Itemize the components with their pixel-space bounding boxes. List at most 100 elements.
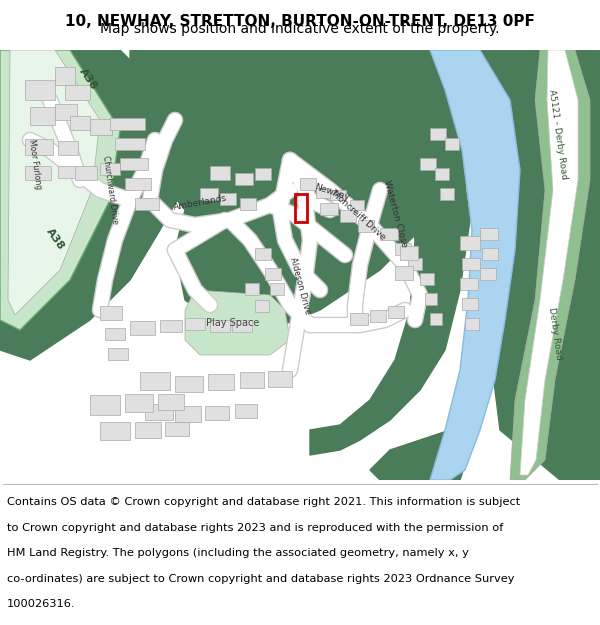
Polygon shape <box>185 290 290 355</box>
Bar <box>100 163 120 175</box>
Text: Newhay: Newhay <box>313 182 350 202</box>
Bar <box>235 404 257 418</box>
Bar <box>330 190 346 200</box>
Bar <box>125 394 153 412</box>
Polygon shape <box>130 50 600 330</box>
Text: Amberlands: Amberlands <box>173 194 227 212</box>
Bar <box>395 266 413 280</box>
Text: to Crown copyright and database rights 2023 and is reproduced with the permissio: to Crown copyright and database rights 2… <box>7 522 503 532</box>
Bar <box>270 283 284 295</box>
Polygon shape <box>490 50 600 480</box>
Bar <box>220 193 236 205</box>
Bar <box>90 395 120 415</box>
Bar <box>105 328 125 340</box>
Bar <box>380 228 398 240</box>
Bar <box>90 119 112 135</box>
Bar <box>400 246 418 260</box>
Text: A38: A38 <box>44 227 66 252</box>
Bar <box>255 300 269 312</box>
Bar <box>420 273 434 285</box>
Bar <box>425 293 437 305</box>
Bar <box>265 268 281 280</box>
Bar <box>65 85 90 100</box>
Bar <box>120 158 148 170</box>
Bar <box>55 67 75 85</box>
Bar <box>255 248 271 260</box>
Bar <box>200 188 218 200</box>
Text: Aldeson Drive: Aldeson Drive <box>288 256 312 315</box>
Bar <box>430 313 442 325</box>
Bar <box>388 306 404 318</box>
Bar <box>58 141 78 155</box>
Bar <box>110 118 145 130</box>
Bar <box>108 348 128 360</box>
Bar <box>268 371 292 387</box>
Bar <box>70 116 90 130</box>
Text: 10, NEWHAY, STRETTON, BURTON-ON-TRENT, DE13 0PF: 10, NEWHAY, STRETTON, BURTON-ON-TRENT, D… <box>65 14 535 29</box>
Bar <box>175 376 203 392</box>
Bar <box>430 128 446 140</box>
Bar <box>480 268 496 280</box>
Polygon shape <box>310 50 470 455</box>
Text: co-ordinates) are subject to Crown copyright and database rights 2023 Ordnance S: co-ordinates) are subject to Crown copyr… <box>7 574 515 584</box>
Text: HM Land Registry. The polygons (including the associated geometry, namely x, y: HM Land Registry. The polygons (includin… <box>7 548 469 558</box>
Bar <box>210 166 230 180</box>
Bar <box>240 372 264 388</box>
Bar <box>340 210 356 222</box>
Bar <box>245 283 259 295</box>
Polygon shape <box>0 50 200 360</box>
Polygon shape <box>510 50 590 480</box>
Bar <box>350 200 364 210</box>
Bar <box>185 318 205 330</box>
Bar <box>240 198 256 210</box>
Bar <box>208 374 234 390</box>
Bar <box>205 406 229 420</box>
Bar <box>140 372 170 390</box>
Bar <box>435 168 449 180</box>
Bar <box>210 320 230 332</box>
Polygon shape <box>8 50 100 315</box>
Bar <box>232 320 252 332</box>
Bar <box>58 166 76 178</box>
Text: Contains OS data © Crown copyright and database right 2021. This information is : Contains OS data © Crown copyright and d… <box>7 498 520 508</box>
Bar <box>462 298 478 310</box>
Bar <box>350 313 368 325</box>
Bar <box>175 406 201 422</box>
Text: Moncreiff Drive: Moncreiff Drive <box>329 189 387 242</box>
Bar <box>145 404 173 420</box>
Bar <box>25 80 55 100</box>
Bar <box>135 422 161 438</box>
Bar <box>160 320 182 332</box>
Bar <box>75 166 97 180</box>
Bar <box>25 139 53 155</box>
Bar <box>55 104 77 120</box>
Text: Churchward Drive: Churchward Drive <box>101 156 119 225</box>
Bar <box>460 236 480 250</box>
Text: Play Space: Play Space <box>206 318 260 328</box>
Text: Moor Furlong: Moor Furlong <box>27 139 43 190</box>
Bar <box>420 158 436 170</box>
Bar <box>465 318 479 330</box>
Bar <box>462 258 480 270</box>
Text: 100026316.: 100026316. <box>7 599 76 609</box>
Text: Waterton Close: Waterton Close <box>382 179 408 248</box>
Bar <box>235 173 253 185</box>
Bar <box>115 138 145 150</box>
Bar <box>408 258 422 270</box>
Polygon shape <box>370 430 470 480</box>
Bar <box>125 178 151 190</box>
Bar <box>316 188 330 198</box>
Bar <box>395 243 411 255</box>
Bar <box>370 310 386 322</box>
Bar <box>295 194 307 222</box>
Text: A38: A38 <box>77 67 99 92</box>
Bar <box>482 248 498 260</box>
Bar <box>130 321 155 335</box>
Bar <box>445 138 459 150</box>
Bar <box>320 203 338 215</box>
Bar <box>100 422 130 440</box>
Bar <box>135 198 159 210</box>
Text: Map shows position and indicative extent of the property.: Map shows position and indicative extent… <box>100 22 500 36</box>
Bar <box>158 394 184 410</box>
Bar <box>100 306 122 320</box>
